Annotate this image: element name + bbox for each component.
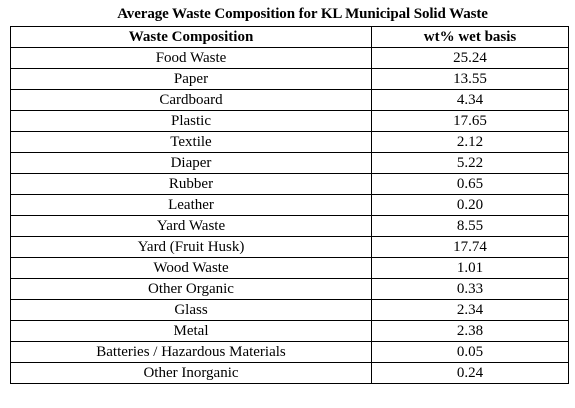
waste-type-cell: Textile (10, 131, 372, 153)
waste-type-cell: Plastic (10, 110, 372, 132)
waste-type-cell: Yard Waste (10, 215, 372, 237)
wt-percent-cell: 0.33 (371, 278, 569, 300)
wt-percent-cell: 17.65 (371, 110, 569, 132)
wt-percent-cell: 2.34 (371, 299, 569, 321)
wt-percent-cell: 0.20 (371, 194, 569, 216)
table-row: Metal 2.38 (10, 320, 569, 342)
wt-percent-cell: 0.05 (371, 341, 569, 363)
waste-type-cell: Cardboard (10, 89, 372, 111)
waste-type-cell: Other Organic (10, 278, 372, 300)
table-row: Food Waste 25.24 (10, 47, 569, 69)
waste-type-cell: Paper (10, 68, 372, 90)
header-wt-percent: wt% wet basis (371, 26, 569, 48)
waste-type-cell: Glass (10, 299, 372, 321)
wt-percent-cell: 4.34 (371, 89, 569, 111)
waste-type-cell: Diaper (10, 152, 372, 174)
waste-type-cell: Other Inorganic (10, 362, 372, 384)
wt-percent-cell: 0.24 (371, 362, 569, 384)
waste-type-cell: Wood Waste (10, 257, 372, 279)
table-row: Wood Waste 1.01 (10, 257, 569, 279)
waste-type-cell: Batteries / Hazardous Materials (10, 341, 372, 363)
table-row: Rubber 0.65 (10, 173, 569, 195)
table-title: Average Waste Composition for KL Municip… (117, 6, 488, 22)
table-row: Plastic 17.65 (10, 110, 569, 132)
waste-composition-table: Waste Composition wt% wet basis Food Was… (10, 26, 569, 384)
table-row: Paper 13.55 (10, 68, 569, 90)
waste-type-cell: Food Waste (10, 47, 372, 69)
waste-type-cell: Rubber (10, 173, 372, 195)
wt-percent-cell: 5.22 (371, 152, 569, 174)
wt-percent-cell: 13.55 (371, 68, 569, 90)
header-waste-composition: Waste Composition (10, 26, 372, 48)
wt-percent-cell: 17.74 (371, 236, 569, 258)
waste-type-cell: Metal (10, 320, 372, 342)
table-header-row: Waste Composition wt% wet basis (10, 26, 569, 48)
wt-percent-cell: 0.65 (371, 173, 569, 195)
table-row: Glass 2.34 (10, 299, 569, 321)
table-row: Textile 2.12 (10, 131, 569, 153)
wt-percent-cell: 8.55 (371, 215, 569, 237)
table-row: Other Inorganic 0.24 (10, 362, 569, 384)
table-row: Cardboard 4.34 (10, 89, 569, 111)
wt-percent-cell: 2.38 (371, 320, 569, 342)
waste-type-cell: Yard (Fruit Husk) (10, 236, 372, 258)
waste-type-cell: Leather (10, 194, 372, 216)
wt-percent-cell: 25.24 (371, 47, 569, 69)
table-row: Yard Waste 8.55 (10, 215, 569, 237)
wt-percent-cell: 1.01 (371, 257, 569, 279)
table-row: Leather 0.20 (10, 194, 569, 216)
wt-percent-cell: 2.12 (371, 131, 569, 153)
table-row: Batteries / Hazardous Materials 0.05 (10, 341, 569, 363)
table-row: Yard (Fruit Husk) 17.74 (10, 236, 569, 258)
table-row: Other Organic 0.33 (10, 278, 569, 300)
table-row: Diaper 5.22 (10, 152, 569, 174)
